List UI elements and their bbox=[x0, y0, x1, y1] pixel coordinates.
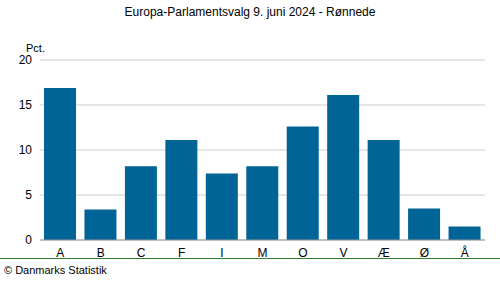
svg-text:O: O bbox=[298, 246, 307, 260]
html-text:Pct.: Pct. bbox=[26, 42, 45, 54]
svg-text:Å: Å bbox=[461, 245, 469, 260]
svg-text:V: V bbox=[339, 246, 347, 260]
svg-text:Ø: Ø bbox=[420, 246, 429, 260]
svg-text:Æ: Æ bbox=[378, 246, 390, 260]
svg-text:20: 20 bbox=[19, 53, 33, 67]
svg-text:A: A bbox=[56, 246, 64, 260]
svg-text:F: F bbox=[178, 246, 185, 260]
svg-text:C: C bbox=[137, 246, 146, 260]
svg-text:0: 0 bbox=[25, 233, 32, 247]
html-text:© Danmarks Statistik: © Danmarks Statistik bbox=[4, 264, 107, 276]
svg-text:I: I bbox=[220, 246, 223, 260]
svg-text:15: 15 bbox=[19, 98, 33, 112]
svg-text:B: B bbox=[97, 246, 105, 260]
svg-text:5: 5 bbox=[25, 188, 32, 202]
svg-text:10: 10 bbox=[19, 143, 33, 157]
html-text:Europa-Parlamentsvalg 9. juni: Europa-Parlamentsvalg 9. juni 2024 - Røn… bbox=[124, 5, 376, 19]
svg-text:M: M bbox=[258, 246, 268, 260]
